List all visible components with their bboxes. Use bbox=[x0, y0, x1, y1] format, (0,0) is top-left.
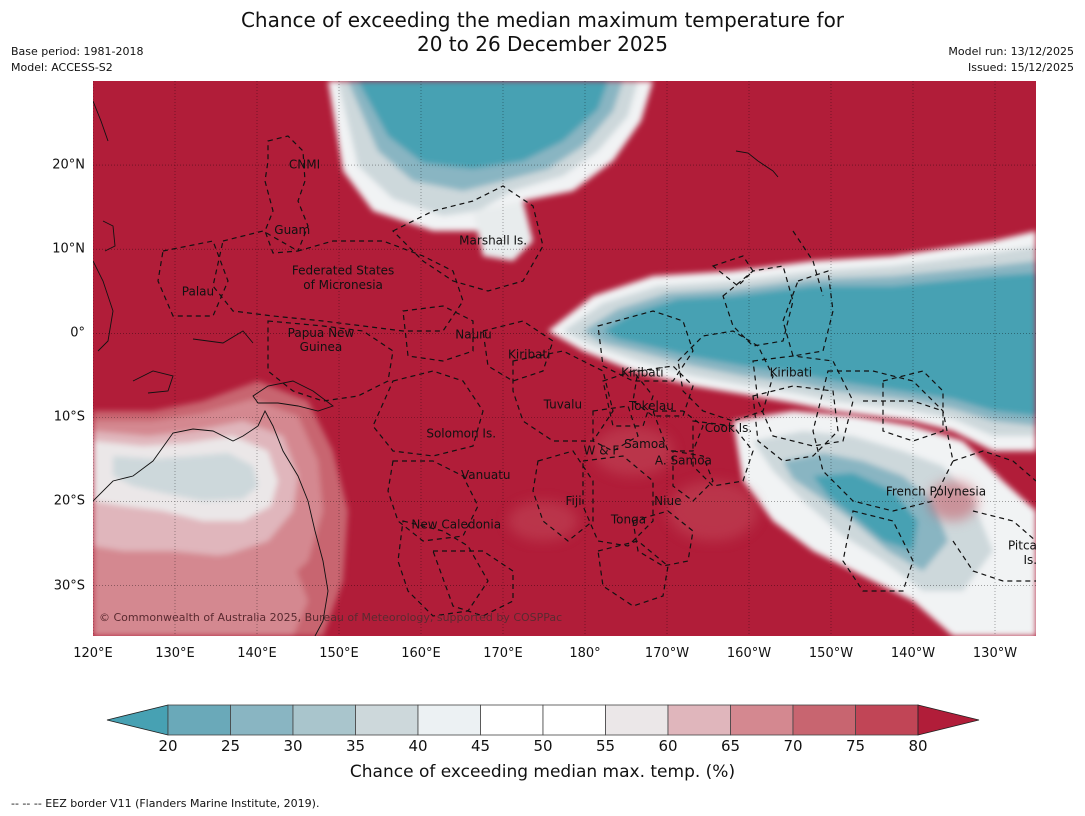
longitude-tick-label: 170°E bbox=[483, 646, 523, 661]
latitude-tick-label: 30°S bbox=[53, 578, 85, 594]
latitude-tick-label: 20°S bbox=[53, 493, 85, 509]
colorbar-bin bbox=[855, 704, 919, 736]
map-title-line1: Chance of exceeding the median maximum t… bbox=[240, 8, 845, 32]
colorbar-tick-label: 45 bbox=[470, 737, 491, 755]
colorbar-tick-label: 80 bbox=[908, 737, 928, 755]
colorbar-bin bbox=[730, 704, 794, 736]
colorbar-bin bbox=[167, 704, 231, 736]
colorbar-bin bbox=[417, 704, 481, 736]
region-label: CNMI bbox=[289, 158, 320, 172]
colorbar-tick-label: 40 bbox=[408, 737, 428, 755]
region-label: Fiji bbox=[566, 494, 582, 508]
region-label: Nauru bbox=[455, 327, 491, 341]
region-label: Cook Is. bbox=[705, 421, 752, 435]
region-label: Marshall Is. bbox=[459, 233, 527, 247]
colorbar-tick-label: 55 bbox=[595, 737, 616, 755]
colorbar-tick-label: 65 bbox=[720, 737, 741, 755]
colorbar-bin bbox=[480, 704, 544, 736]
latitude-tick-label: 10°S bbox=[53, 409, 85, 425]
region-label: Kiribati bbox=[770, 365, 812, 379]
region-label: W & F bbox=[584, 444, 620, 458]
region-label: of Micronesia bbox=[303, 278, 383, 292]
region-label: Palau bbox=[182, 285, 214, 299]
longitude-tick-label: 130°W bbox=[972, 646, 1018, 661]
colorbar-extend-low bbox=[106, 704, 169, 736]
coastlines bbox=[93, 100, 779, 636]
colorbar-bin bbox=[667, 704, 731, 736]
colorbar-tick-label: 50 bbox=[533, 737, 553, 755]
region-label: Tonga bbox=[610, 512, 646, 526]
region-label: Pitcairn bbox=[1008, 539, 1036, 553]
region-label: Guinea bbox=[300, 340, 343, 354]
colorbar-bin bbox=[355, 704, 419, 736]
region-label: Samoa bbox=[624, 437, 665, 451]
colorbar-title: Chance of exceeding median max. temp. (%… bbox=[349, 762, 736, 782]
colorbar-extend-high bbox=[917, 704, 980, 736]
probability-field bbox=[93, 81, 1036, 636]
region-label: Kiribati bbox=[621, 365, 663, 379]
model-run-text: Model run: 13/12/2025 bbox=[948, 45, 1074, 58]
colorbar-bin bbox=[230, 704, 294, 736]
colorbar-tick-label: 75 bbox=[845, 737, 866, 755]
region-label: A. Samoa bbox=[655, 454, 712, 468]
eez-borders bbox=[157, 135, 1036, 617]
colorbar-bin bbox=[605, 704, 669, 736]
latitude-tick-label: 10°N bbox=[52, 241, 85, 257]
colorbar-bin bbox=[292, 704, 356, 736]
longitude-tick-label: 180° bbox=[569, 646, 601, 661]
region-label: French Polynesia bbox=[886, 485, 986, 499]
longitude-tick-label: 150°W bbox=[808, 646, 854, 661]
issued-text: Issued: 15/12/2025 bbox=[967, 61, 1074, 74]
latitude-tick-label: 20°N bbox=[52, 157, 85, 173]
longitude-tick-label: 140°E bbox=[237, 646, 277, 661]
colorbar bbox=[106, 704, 980, 736]
region-label: Is. bbox=[1023, 553, 1036, 567]
model-text: Model: ACCESS-S2 bbox=[11, 61, 113, 74]
region-label: Vanuatu bbox=[461, 468, 511, 482]
latitude-tick-label: 0° bbox=[70, 325, 85, 341]
colorbar-tick-label: 30 bbox=[283, 737, 303, 755]
longitude-tick-label: 130°E bbox=[155, 646, 195, 661]
colorbar-tick-label: 60 bbox=[658, 737, 678, 755]
longitude-tick-label: 160°W bbox=[726, 646, 772, 661]
colorbar-tick-label: 20 bbox=[158, 737, 178, 755]
colorbar-tick-label: 70 bbox=[783, 737, 803, 755]
colorbar-tick-label: 35 bbox=[345, 737, 366, 755]
region-label: Kiribati bbox=[508, 348, 550, 362]
region-label: Tokelau bbox=[628, 399, 674, 413]
region-label: Tuvalu bbox=[543, 397, 583, 411]
region-label: New Caledonia bbox=[411, 518, 501, 532]
region-label: Guam bbox=[274, 223, 310, 237]
copyright-text: © Commonwealth of Australia 2025, Bureau… bbox=[99, 611, 562, 624]
map-title-line2: 20 to 26 December 2025 bbox=[416, 32, 668, 56]
longitude-tick-label: 170°W bbox=[644, 646, 690, 661]
longitude-tick-label: 120°E bbox=[73, 646, 113, 661]
region-label: Solomon Is. bbox=[426, 427, 496, 441]
base-period-text: Base period: 1981-2018 bbox=[11, 45, 144, 58]
eez-footnote: -- -- -- EEZ border V11 (Flanders Marine… bbox=[11, 797, 320, 810]
gridlines bbox=[93, 81, 1036, 636]
colorbar-bin bbox=[792, 704, 856, 736]
region-label: Federated States bbox=[292, 264, 394, 278]
longitude-tick-label: 140°W bbox=[890, 646, 936, 661]
region-label: Niue bbox=[654, 494, 681, 508]
longitude-tick-label: 160°E bbox=[401, 646, 441, 661]
colorbar-bin bbox=[542, 704, 606, 736]
region-label: Papua New bbox=[288, 326, 355, 340]
longitude-tick-label: 150°E bbox=[319, 646, 359, 661]
colorbar-tick-label: 25 bbox=[220, 737, 241, 755]
